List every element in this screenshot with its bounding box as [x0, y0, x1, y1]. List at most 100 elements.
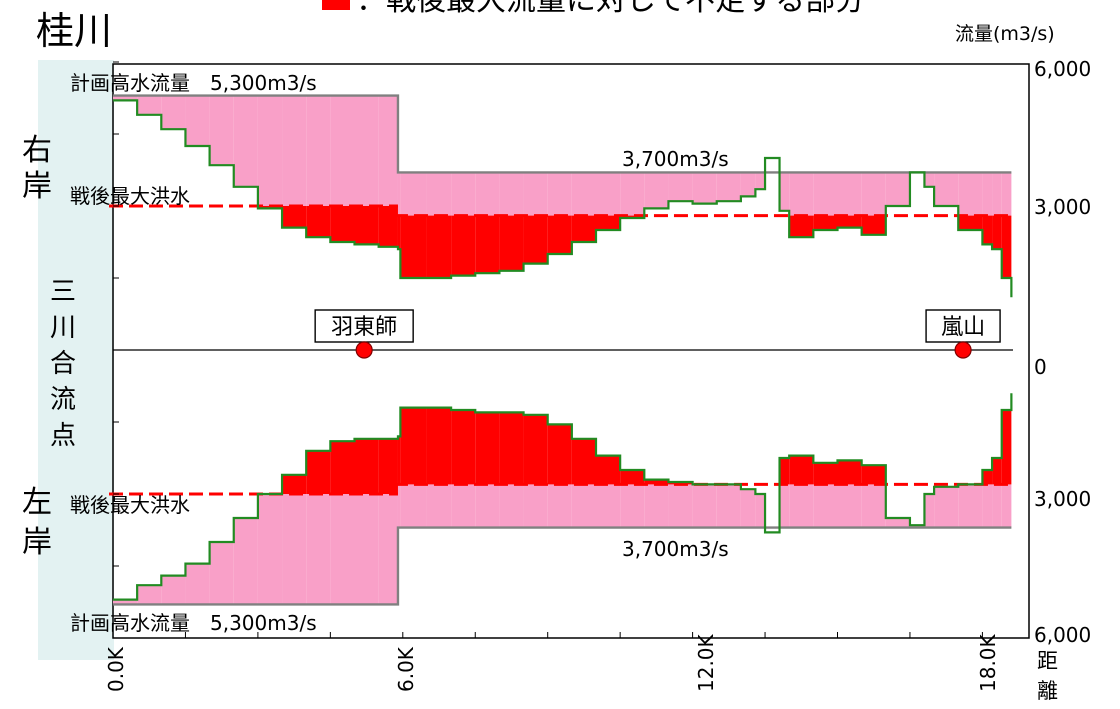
side-panel — [38, 60, 114, 660]
right-capacity-fill — [113, 95, 138, 101]
postwar-label-right: 戦後最大洪水 — [70, 184, 190, 208]
left-deficit-bar — [789, 455, 814, 485]
y-tick-label: 6,000 — [1034, 623, 1091, 647]
left-deficit-bar — [861, 465, 886, 485]
left-deficit-bar — [992, 458, 1002, 485]
left-capacity-fill — [378, 494, 398, 605]
right-capacity-fill — [523, 172, 548, 216]
left-capacity-fill — [475, 484, 500, 528]
left-capacity-fill — [716, 484, 741, 528]
right-capacity-fill — [958, 172, 983, 216]
deficit-layer — [257, 206, 1012, 494]
left-deficit-bar — [982, 470, 993, 485]
left-capacity-fill — [282, 494, 307, 605]
left-capacity-fill — [354, 494, 379, 605]
left-capacity-fill — [924, 494, 935, 528]
plan-flow-label-right: 計画高水流量 5,300m3/s — [70, 71, 317, 95]
right-capacity-fill — [716, 172, 741, 202]
confluence-char: 三 — [50, 277, 76, 307]
left-plan-flow-line — [113, 526, 1012, 606]
left-capacity-fill — [257, 494, 283, 605]
right-deficit-bar — [400, 215, 427, 278]
left-deficit-bar — [499, 412, 524, 485]
right-capacity-fill — [861, 172, 886, 216]
left-bank-label: 左 — [22, 485, 52, 520]
left-deficit-bar — [397, 436, 401, 485]
right-deficit-bar — [958, 215, 983, 230]
right-deficit-bar — [596, 215, 621, 230]
right-capacity-fill — [499, 172, 524, 216]
left-capacity-fill — [113, 599, 138, 605]
right-capacity-fill — [789, 172, 814, 216]
left-capacity-fill — [596, 484, 621, 528]
right-deficit-bar — [378, 206, 398, 247]
right-capacity-fill — [982, 172, 993, 216]
left-deficit-bar — [813, 462, 838, 485]
left-deficit-bar — [523, 414, 548, 485]
right-capacity-fill — [692, 172, 717, 204]
left-deficit-bar — [620, 470, 645, 485]
left-deficit-bar — [779, 458, 790, 485]
right-capacity-fill — [837, 172, 862, 216]
right-capacity-fill — [1001, 172, 1012, 216]
right-deficit-bar — [1001, 215, 1012, 278]
left-capacity-fill — [400, 484, 427, 528]
left-capacity-fill — [837, 484, 862, 528]
flow-3700-label-right: 3,700m3/s — [622, 147, 729, 171]
left-deficit-bar — [837, 460, 862, 485]
left-deficit-bar — [571, 438, 596, 485]
confluence-char: 合 — [50, 349, 76, 379]
right-capacity-fill — [306, 95, 331, 206]
right-deficit-bar — [861, 215, 886, 235]
station-label: 嵐山 — [941, 315, 985, 340]
right-deficit-bar — [523, 215, 548, 264]
right-capacity-fill — [755, 172, 766, 190]
right-capacity-fill — [934, 172, 959, 206]
left-bank-label-2: 岸 — [22, 525, 52, 560]
x-tick-label: 6.0K — [394, 646, 418, 692]
left-deficit-bar — [330, 441, 355, 494]
postwar-label-left: 戦後最大洪水 — [70, 493, 190, 517]
right-deficit-bar — [499, 215, 524, 271]
left-capacity-fill — [397, 484, 401, 528]
legend-swatch — [322, 0, 350, 10]
left-capacity-fill — [233, 518, 258, 605]
left-capacity-fill — [861, 484, 886, 528]
left-deficit-bar — [596, 455, 621, 485]
left-capacity-fill — [644, 484, 669, 528]
left-capacity-fill — [306, 494, 331, 605]
y-axis-title: 流量(m3/s) — [955, 23, 1055, 45]
left-capacity-fill — [813, 484, 838, 528]
y-tick-label: 3,000 — [1034, 195, 1091, 219]
right-capacity-fill — [813, 172, 838, 216]
station-label: 羽東師 — [331, 315, 397, 340]
right-deficit-bar — [354, 206, 379, 245]
y-tick-label: 0 — [1034, 355, 1047, 379]
right-deficit-bar — [547, 215, 572, 254]
right-capacity-fill — [779, 172, 790, 211]
y-tick-label: 6,000 — [1034, 57, 1091, 81]
left-capacity-fill — [571, 484, 596, 528]
confluence-char: 流 — [50, 385, 76, 415]
x-tick-label: 12.0K — [694, 633, 718, 692]
right-capacity-fill — [885, 172, 910, 206]
left-capacity-fill — [1001, 484, 1012, 528]
left-capacity-fill — [137, 585, 162, 605]
legend-text: ：戦後最大流量に対して不足する部分 — [356, 0, 865, 18]
right-capacity-fill — [397, 172, 401, 216]
right-capacity-fill — [992, 172, 1002, 216]
x-axis-title: 距 — [1037, 649, 1058, 673]
left-deficit-bar — [475, 412, 500, 485]
right-capacity-fill — [354, 95, 379, 206]
left-capacity-fill — [755, 494, 766, 528]
right-capacity-fill — [740, 172, 756, 197]
left-capacity-fill — [426, 484, 452, 528]
capacity-fill-layer — [113, 95, 1012, 605]
right-capacity-fill — [596, 172, 621, 216]
left-capacity-fill — [523, 484, 548, 528]
right-plan-flow-line — [113, 94, 1012, 174]
right-capacity-fill — [426, 172, 452, 216]
right-deficit-bar — [397, 215, 401, 250]
